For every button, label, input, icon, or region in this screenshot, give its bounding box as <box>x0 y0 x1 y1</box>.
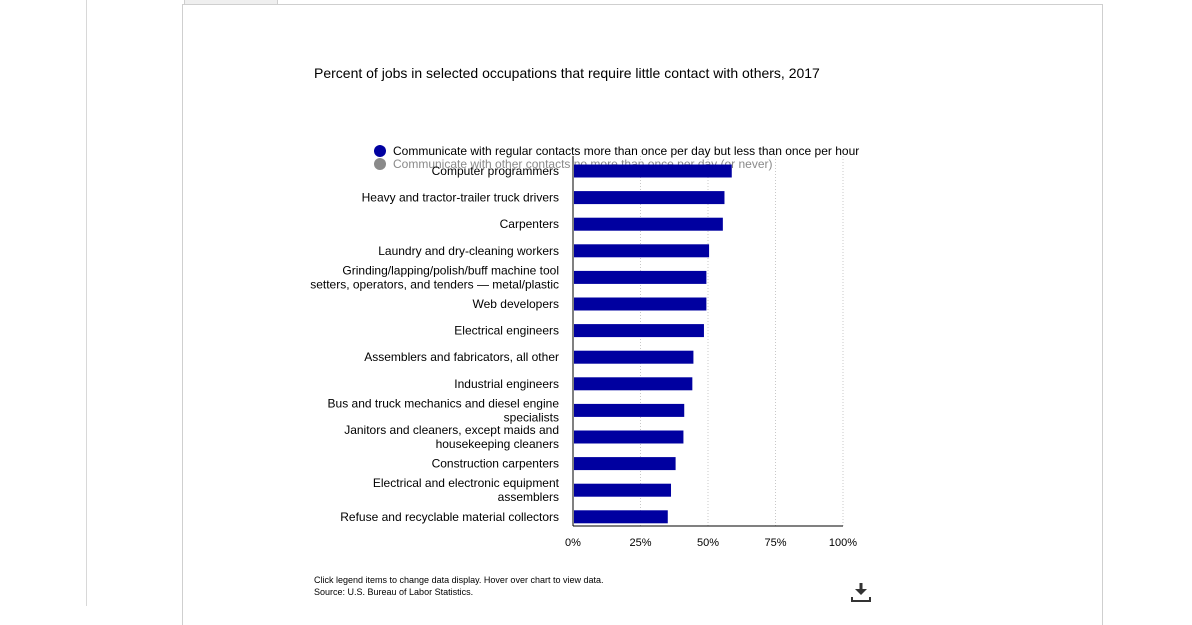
category-label: housekeeping cleaners <box>436 437 559 451</box>
x-tick-label: 25% <box>629 537 651 549</box>
bar[interactable] <box>574 430 684 444</box>
x-tick-label: 50% <box>697 537 719 549</box>
category-label: Grinding/lapping/polish/buff machine too… <box>342 263 559 277</box>
bar[interactable] <box>574 324 704 338</box>
category-label: Carpenters <box>500 217 559 231</box>
bar[interactable] <box>574 457 676 471</box>
category-label: Assemblers and fabricators, all other <box>364 350 559 364</box>
category-label: Laundry and dry-cleaning workers <box>378 244 559 258</box>
category-label: Heavy and tractor-trailer truck drivers <box>362 191 559 205</box>
download-icon[interactable] <box>849 580 873 604</box>
chart-note: Click legend items to change data displa… <box>314 575 604 585</box>
bar[interactable] <box>574 297 707 311</box>
category-label: Refuse and recyclable material collector… <box>340 510 559 524</box>
category-label: Industrial engineers <box>454 377 559 391</box>
bar[interactable] <box>574 483 672 497</box>
bar[interactable] <box>574 350 694 364</box>
bar[interactable] <box>574 403 685 417</box>
page-border-line <box>86 0 87 606</box>
legend-label: Communicate with regular contacts more t… <box>393 144 860 158</box>
x-tick-label: 75% <box>764 537 786 549</box>
category-label: assemblers <box>498 490 559 504</box>
bar[interactable] <box>574 164 732 178</box>
bar-chart[interactable]: 0% 25% 50% 75% 100% Computer programmers Heavy… <box>0 0 1192 606</box>
bar[interactable] <box>574 244 710 258</box>
category-label: specialists <box>504 410 559 424</box>
x-tick-label: 100% <box>829 537 857 549</box>
category-label: Web developers <box>473 297 560 311</box>
chart-title: Percent of jobs in selected occupations … <box>314 65 820 81</box>
category-label: Electrical and electronic equipment <box>373 476 560 490</box>
category-label: Computer programmers <box>432 164 559 178</box>
category-label: Construction carpenters <box>432 457 559 471</box>
bar[interactable] <box>574 510 668 524</box>
category-label: Electrical engineers <box>454 324 559 338</box>
tab-stub[interactable] <box>184 0 278 5</box>
legend-marker <box>374 145 386 157</box>
chart-source: Source: U.S. Bureau of Labor Statistics. <box>314 587 474 597</box>
category-label: Janitors and cleaners, except maids and <box>344 423 559 437</box>
bar[interactable] <box>574 191 725 205</box>
legend-marker <box>374 158 386 170</box>
category-label: Bus and truck mechanics and diesel engin… <box>328 396 560 410</box>
bar[interactable] <box>574 270 707 284</box>
category-label: setters, operators, and tenders — metal/… <box>310 277 559 291</box>
bar[interactable] <box>574 377 693 391</box>
bar[interactable] <box>574 217 723 231</box>
legend-item-regular-contacts[interactable]: Communicate with regular contacts more t… <box>374 144 859 158</box>
x-tick-label: 0% <box>565 537 581 549</box>
